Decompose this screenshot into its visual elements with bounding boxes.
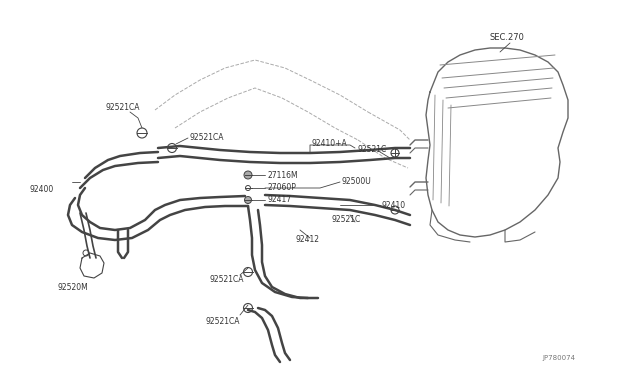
Circle shape	[244, 171, 252, 179]
Text: 92521C: 92521C	[358, 145, 387, 154]
Text: 27116M: 27116M	[267, 170, 298, 180]
Text: 92521CA: 92521CA	[205, 317, 239, 327]
Text: 92410: 92410	[382, 201, 406, 209]
Text: 92410+A: 92410+A	[312, 138, 348, 148]
Text: 92521C: 92521C	[332, 215, 361, 224]
Text: 92412: 92412	[295, 235, 319, 244]
Text: 92521CA: 92521CA	[210, 276, 244, 285]
Text: 92500U: 92500U	[342, 177, 372, 186]
Text: 92520M: 92520M	[58, 283, 89, 292]
Text: 92521CA: 92521CA	[106, 103, 141, 112]
Text: 92417: 92417	[267, 196, 291, 205]
Circle shape	[244, 196, 252, 203]
Text: SEC.270: SEC.270	[490, 33, 525, 42]
Text: 27060P: 27060P	[267, 183, 296, 192]
Text: 92521CA: 92521CA	[190, 132, 225, 141]
Text: JP780074: JP780074	[542, 355, 575, 361]
Text: 92400: 92400	[30, 186, 54, 195]
